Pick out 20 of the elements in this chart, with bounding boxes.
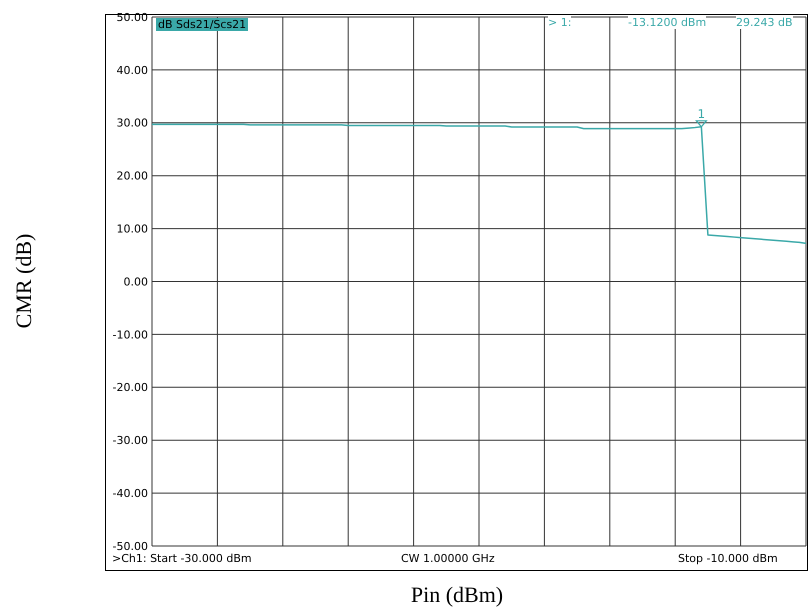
annotation: dB Sds21/Scs21 — [156, 18, 248, 31]
text: Stop -10.000 dBm — [678, 552, 778, 565]
y-tick-label: -40.00 — [112, 487, 148, 500]
y-tick-label: -20.00 — [112, 381, 148, 394]
y-tick-label: 20.00 — [116, 170, 148, 183]
y-tick-label: -30.00 — [112, 434, 148, 448]
y-tick-label: -10.00 — [112, 328, 148, 342]
annotation: 1 — [698, 106, 706, 121]
y-tick-label: 0.00 — [124, 275, 148, 288]
y-tick-label: 10.00 — [116, 222, 148, 236]
annotation: 29.243 dB — [736, 16, 793, 29]
x-axis-title: Pin (dBm) — [410, 582, 504, 608]
annotation: > 1: — [548, 16, 572, 29]
annotation: -13.1200 dBm — [628, 16, 706, 29]
y-tick-label: -50.00 — [112, 540, 148, 553]
y-tick-label: 40.00 — [116, 64, 148, 77]
y-axis-title: CMR (dB) — [11, 234, 37, 328]
text: CW 1.00000 GHz — [401, 552, 495, 565]
text: >Ch1: Start -30.000 dBm — [112, 552, 252, 565]
y-tick-label: 30.00 — [116, 116, 148, 130]
